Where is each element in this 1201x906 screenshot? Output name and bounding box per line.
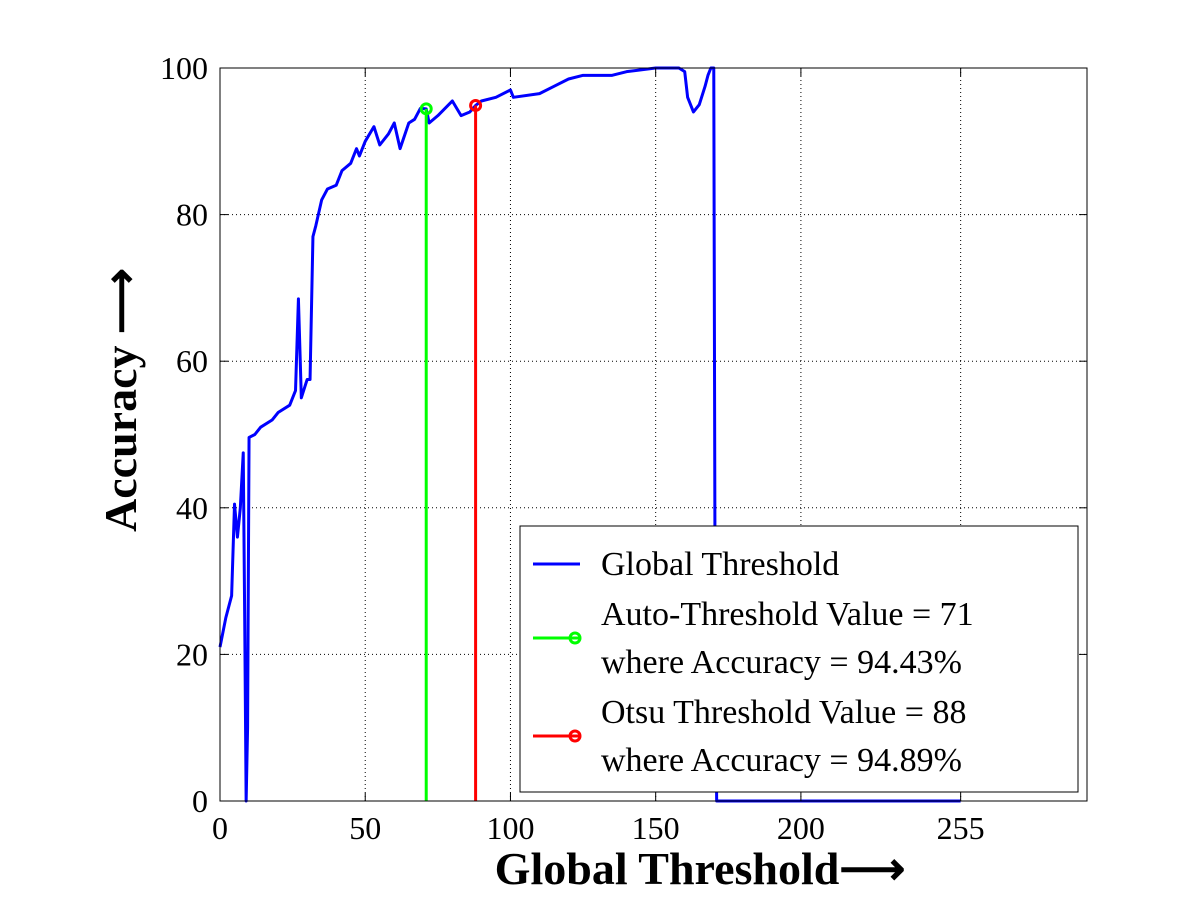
legend-marker [568,729,582,743]
y-tick-label: 0 [192,783,208,819]
x-tick-label: 50 [349,810,381,846]
axes-box [219,67,1088,802]
y-axis-label: Accuracy ⟶ [95,268,146,532]
legend-label: Otsu Threshold Value = 88 [601,694,966,731]
x-tick-label: 255 [937,810,985,846]
y-tick-label: 100 [160,50,208,86]
x-tick-label: 100 [486,810,534,846]
ticks: 0 50 100 150 200 255 0 20 40 60 80 100 [160,50,1087,846]
x-tick-label: 200 [777,810,825,846]
x-axis-label: Global Threshold⟶ [495,843,906,894]
legend-label: where Accuracy = 94.43% [601,644,962,681]
y-tick-label: 40 [176,490,208,526]
y-tick-label: 80 [176,197,208,233]
series-marker [419,102,433,116]
x-tick-label: 0 [212,810,228,846]
legend-label: Global Threshold [601,546,839,583]
series-marker [469,98,483,112]
legend-label: where Accuracy = 94.89% [601,742,962,779]
legend-box [519,525,1079,793]
y-tick-label: 20 [176,636,208,672]
legend-marker [568,631,582,645]
legend-label: Auto-Threshold Value = 71 [601,596,974,633]
x-tick-label: 150 [632,810,680,846]
y-tick-label: 60 [176,343,208,379]
legend: Global Threshold Auto-Threshold Value = 7… [519,525,1079,793]
